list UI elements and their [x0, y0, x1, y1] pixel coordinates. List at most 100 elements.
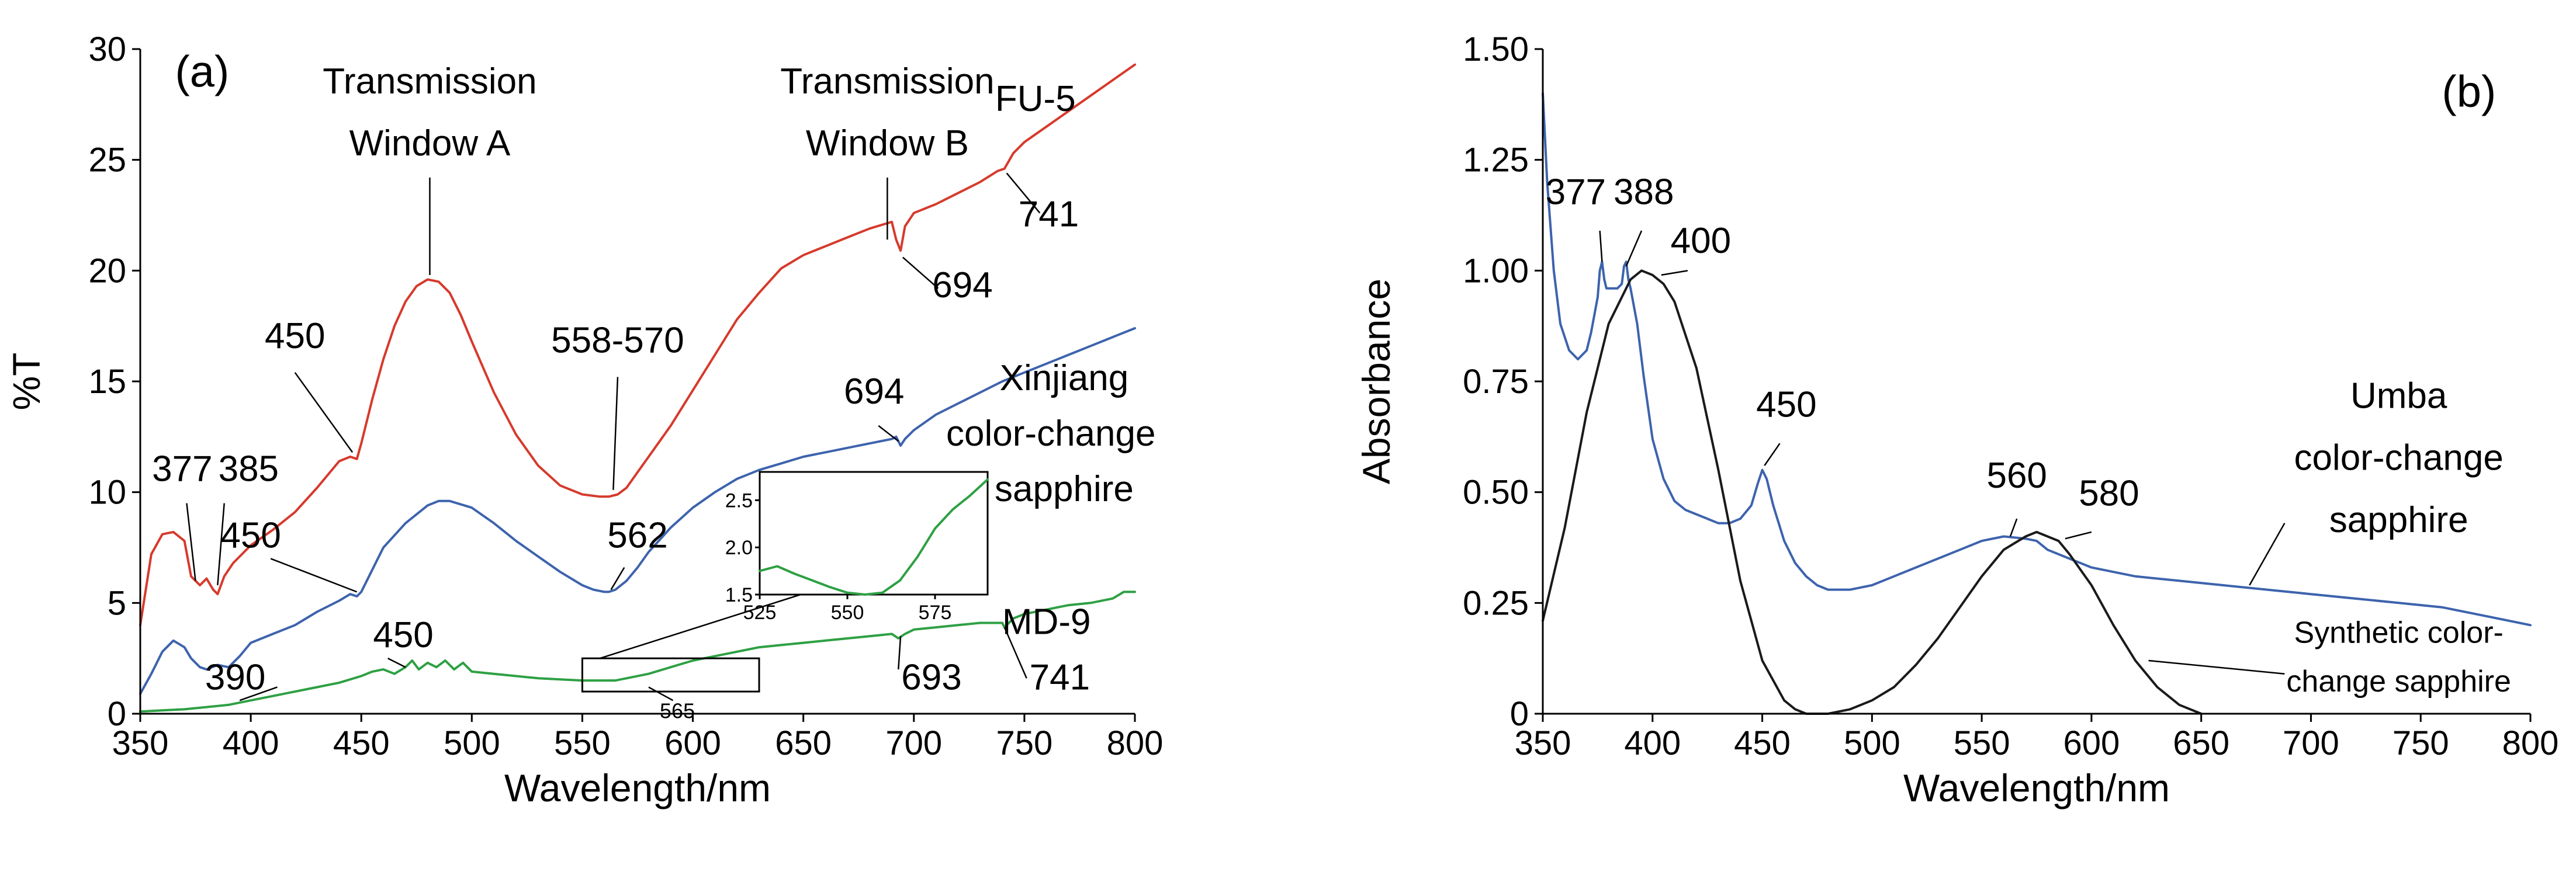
annotation-leader-line — [1006, 172, 1041, 214]
y-tick-label: 1.25 — [1463, 141, 1529, 179]
inset-connector-line — [600, 593, 801, 659]
x-tick-label: 800 — [2502, 724, 2559, 762]
annotation-label: Umba — [2350, 376, 2447, 416]
annotation-label: 450 — [373, 615, 433, 655]
inset-series-line-md-9 — [759, 478, 989, 596]
annotation-label: 450 — [1756, 385, 1816, 425]
x-tick-label: 450 — [333, 724, 390, 762]
annotation-label: sapphire — [995, 469, 1134, 509]
annotation-label: 694 — [932, 265, 992, 305]
x-tick-label: 350 — [112, 724, 169, 762]
series-line-synthetic-color-change-sapphire — [1542, 269, 2203, 715]
annotation-label: FU-5 — [995, 79, 1076, 119]
panel-label: (a) — [175, 47, 229, 96]
x-tick-label: 550 — [1954, 724, 2010, 762]
x-tick-label: 350 — [1515, 724, 1571, 762]
x-tick-label: 550 — [554, 724, 611, 762]
annotation-label: 741 — [1019, 194, 1079, 234]
y-tick-label: 15 — [88, 363, 126, 401]
panel-b-axes: 350 400 450 500 550 600 650 700 750 800 0 0.25 0.50 0… — [1355, 30, 2558, 810]
annotation-leader-line — [1764, 443, 1781, 466]
annotation-label: 385 — [219, 449, 279, 489]
x-tick-label: 400 — [223, 724, 279, 762]
annotation-label: 388 — [1614, 172, 1674, 213]
inset-y-tick-label: 1.5 — [725, 584, 753, 606]
annotation-leader-line — [217, 503, 225, 586]
y-tick-label: 0 — [108, 695, 126, 733]
x-tick-label: 650 — [2173, 724, 2229, 762]
annotation-label: color-change — [946, 414, 1155, 454]
panel-a-chart: 525 550 575 1.5 2.0 2.5 (a) Transmission Window… — [5, 30, 1163, 810]
annotation-label: Transmission — [323, 61, 536, 102]
y-tick-label: 0.25 — [1463, 584, 1529, 622]
annotation-label: Synthetic color- — [2294, 616, 2503, 650]
x-tick-label: 600 — [664, 724, 721, 762]
inset-zoom-region-box — [581, 657, 760, 693]
x-tick-label: 750 — [2393, 724, 2449, 762]
x-tick-label: 450 — [1734, 724, 1791, 762]
annotation-leader-line — [387, 658, 406, 668]
series-line-md-9 — [139, 590, 1136, 713]
annotation-leader-line — [878, 425, 899, 442]
y-tick-label: 10 — [88, 474, 126, 512]
x-axis-title: Wavelength/nm — [504, 766, 771, 810]
annotation-label: 377 — [1546, 172, 1606, 213]
panel-a-inset: 525 550 575 1.5 2.0 2.5 — [581, 471, 989, 693]
annotation-label: MD-9 — [1002, 602, 1091, 642]
annotation-label: 560 — [1986, 456, 2047, 496]
annotation-label: 390 — [205, 657, 265, 697]
annotation-label: 565 — [660, 699, 695, 723]
annotation-leader-line — [612, 377, 619, 490]
panel-label: (b) — [2442, 67, 2496, 117]
annotation-leader-line — [610, 567, 625, 590]
panel-a-series-layer — [139, 63, 1136, 713]
x-tick-label: 750 — [996, 724, 1052, 762]
x-tick-label: 600 — [2063, 724, 2120, 762]
annotation-label: color-change — [2294, 438, 2503, 478]
x-tick-label: 800 — [1107, 724, 1164, 762]
inset-x-tick-label: 575 — [919, 602, 952, 624]
inset-frame — [759, 471, 989, 596]
x-tick-label: 650 — [775, 724, 832, 762]
x-tick-label: 500 — [1844, 724, 1900, 762]
annotation-leader-line — [2065, 531, 2092, 540]
annotation-label: 694 — [844, 371, 904, 412]
inset-y-tick-label: 2.5 — [725, 489, 753, 512]
annotation-label: 450 — [220, 516, 281, 556]
annotation-label: Transmission — [780, 61, 994, 102]
annotation-leader-line — [2009, 518, 2018, 537]
inset-x-tick-label: 550 — [831, 602, 864, 624]
annotation-label: Window B — [806, 123, 969, 164]
x-axis-title: Wavelength/nm — [1903, 766, 2170, 810]
annotation-leader-line — [648, 686, 674, 701]
annotation-leader-line — [270, 558, 358, 593]
y-tick-label: 0.50 — [1463, 474, 1529, 512]
annotation-leader-line — [294, 372, 354, 453]
series-line-xinjiang-color-change-sapphire — [139, 327, 1136, 695]
annotation-label: 377 — [152, 449, 212, 489]
annotation-leader-line — [902, 256, 939, 289]
inset-y-tick-label: 2.0 — [725, 537, 753, 559]
panel-b-series-layer — [1542, 92, 2532, 715]
y-tick-label: 20 — [88, 252, 126, 290]
annotation-leader-line — [2249, 523, 2286, 586]
annotation-leader-line — [1625, 230, 1643, 267]
annotation-label: 580 — [2079, 473, 2139, 513]
panel-a-axes: 350 400 450 500 550 600 650 700 750 800 0 5 10 15 20 25… — [5, 30, 1163, 810]
series-line-fu-5 — [139, 63, 1136, 627]
annotation-label: 558-570 — [551, 321, 684, 361]
y-tick-label: 0 — [1510, 695, 1529, 733]
annotation-label: 450 — [265, 316, 325, 356]
y-axis-title: %T — [5, 353, 48, 411]
annotation-label: change sapphire — [2286, 665, 2511, 699]
y-axis-title: Absorbance — [1355, 279, 1398, 484]
x-tick-label: 500 — [444, 724, 500, 762]
annotation-leader-line — [1003, 627, 1027, 679]
y-tick-label: 0.75 — [1463, 363, 1529, 401]
annotation-leader-line — [186, 503, 196, 581]
annotation-leader-line — [898, 636, 902, 670]
annotation-label: 741 — [1030, 657, 1090, 697]
annotation-label: sapphire — [2329, 500, 2468, 540]
inset-x-tick-label: 525 — [743, 602, 777, 624]
panel-a-annotations: (a) Transmission Window A Transmission Windo… — [152, 47, 1155, 722]
